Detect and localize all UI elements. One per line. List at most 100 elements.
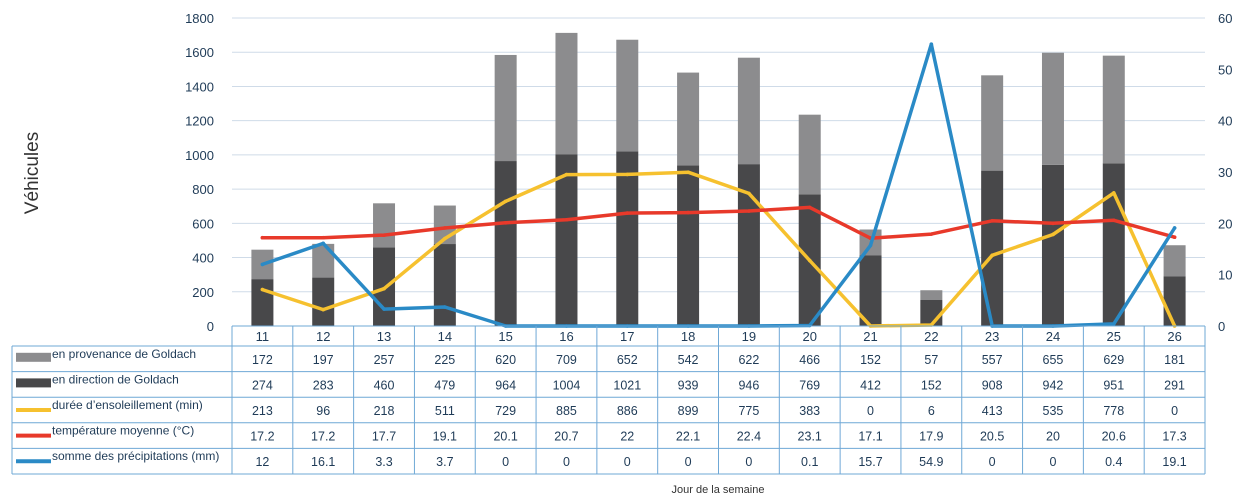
line-point: [1051, 232, 1055, 237]
table-cell: 899: [678, 404, 699, 418]
table-cell: 629: [1103, 353, 1124, 367]
table-cell: 412: [860, 378, 881, 392]
line-point: [807, 323, 812, 328]
line-point: [625, 211, 630, 215]
line-point: [1172, 226, 1177, 230]
table-cell: 20.7: [554, 430, 578, 444]
bar-en-provenance: [737, 57, 760, 165]
table-cell: 729: [495, 404, 516, 418]
table-cell: 511: [435, 404, 455, 418]
line-point: [686, 210, 690, 215]
bar-en-provenance: [555, 32, 578, 155]
x-tick-label: 17: [620, 329, 634, 344]
x-tick-label: 23: [985, 329, 999, 344]
table-cell: 769: [799, 378, 820, 392]
y2-tick-label: 20: [1218, 216, 1232, 231]
table-cell: 181: [1164, 353, 1185, 367]
line-point: [443, 226, 447, 230]
bar-en-direction: [1102, 163, 1125, 326]
y-tick-label: 1400: [185, 79, 214, 94]
line-point: [990, 218, 994, 223]
bar-en-provenance: [1102, 55, 1125, 164]
table-cell: 0: [563, 455, 570, 469]
line-point: [321, 235, 326, 240]
line-point: [503, 221, 508, 225]
line-point: [747, 209, 751, 213]
table-cell: 886: [617, 404, 638, 418]
table-cell: 283: [313, 378, 334, 392]
bar-en-provenance: [981, 75, 1004, 171]
table-cell: 622: [738, 353, 759, 367]
table-cell: 218: [374, 404, 395, 418]
y2-tick-label: 50: [1218, 62, 1232, 77]
table-cell: 20.5: [980, 430, 1004, 444]
x-tick-label: 16: [559, 329, 573, 344]
table-cell: 942: [1043, 378, 1064, 392]
x-tick-label: 24: [1046, 329, 1060, 344]
table-cell: 3.7: [436, 455, 453, 469]
bar-en-direction: [616, 151, 639, 326]
table-cell: 197: [313, 353, 334, 367]
table-cell: 413: [982, 404, 1003, 418]
y-tick-label: 0: [207, 319, 214, 334]
table-cell: 535: [1043, 404, 1064, 418]
table-cell: 22: [620, 430, 634, 444]
line-point: [382, 286, 386, 291]
table-cell: 0: [867, 404, 874, 418]
y-axis-right: 0 10 20 30 40 50 60: [1218, 11, 1232, 334]
table-cell: 778: [1103, 404, 1124, 418]
x-tick-label: 18: [681, 329, 695, 344]
table-cell: 620: [495, 353, 516, 367]
line-point: [382, 307, 386, 311]
bar-en-direction: [920, 299, 943, 326]
bar-en-direction: [981, 170, 1004, 326]
line-point: [990, 253, 994, 258]
table-cell: 479: [434, 378, 455, 392]
table-cell: 17.9: [919, 430, 943, 444]
bar-en-provenance: [798, 114, 821, 195]
table-cell: 383: [799, 404, 820, 418]
table-cell: 17.2: [250, 430, 274, 444]
table-cell: 257: [374, 353, 395, 367]
y-axis-left: 0 200 400 600 800 1000 1200 1400 1600 1800: [185, 11, 214, 334]
y2-tick-label: 30: [1218, 165, 1232, 180]
bar-en-direction: [433, 244, 456, 326]
y-tick-label: 1200: [185, 114, 214, 129]
table-cell: 213: [252, 404, 273, 418]
line-point: [929, 42, 934, 46]
x-tick-label: 11: [256, 329, 270, 344]
table-cell: 951: [1103, 378, 1124, 392]
table-cell: 274: [252, 378, 273, 392]
table-cell: 12: [255, 455, 269, 469]
bar-en-direction: [312, 277, 335, 326]
table-cell: 939: [678, 378, 699, 392]
table-cell: 542: [678, 353, 699, 367]
table-cell: 17.7: [372, 430, 396, 444]
y-tick-label: 600: [192, 216, 214, 231]
y-tick-label: 1800: [185, 11, 214, 26]
table-cell: 96: [316, 404, 330, 418]
y2-tick-label: 60: [1218, 11, 1232, 26]
table-cell: 1021: [613, 378, 641, 392]
line-point: [382, 233, 386, 237]
line-point: [260, 287, 265, 292]
table-cell: 54.9: [919, 455, 943, 469]
bar-en-provenance: [312, 243, 335, 278]
line-point: [564, 172, 569, 177]
table-cell: 775: [738, 404, 759, 418]
legend-key-bar: [16, 352, 51, 362]
table-cell: 0: [502, 455, 509, 469]
legend-key-bar: [16, 378, 51, 388]
table-cell: 19.1: [433, 430, 457, 444]
table-cell: 0: [745, 455, 752, 469]
legend-label: durée d’ensoleillement (min): [52, 398, 203, 412]
table-cell: 964: [495, 378, 516, 392]
y-axis-label: Véhicules: [22, 132, 43, 214]
line-point: [443, 305, 447, 309]
table-cell: 652: [617, 353, 638, 367]
table-cell: 655: [1043, 353, 1064, 367]
table-cell: 0: [1171, 404, 1178, 418]
x-tick-label: 21: [863, 329, 877, 344]
bar-en-direction: [677, 165, 700, 326]
table-cell: 20.6: [1102, 430, 1126, 444]
